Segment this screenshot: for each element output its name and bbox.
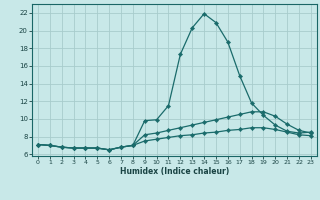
- X-axis label: Humidex (Indice chaleur): Humidex (Indice chaleur): [120, 167, 229, 176]
